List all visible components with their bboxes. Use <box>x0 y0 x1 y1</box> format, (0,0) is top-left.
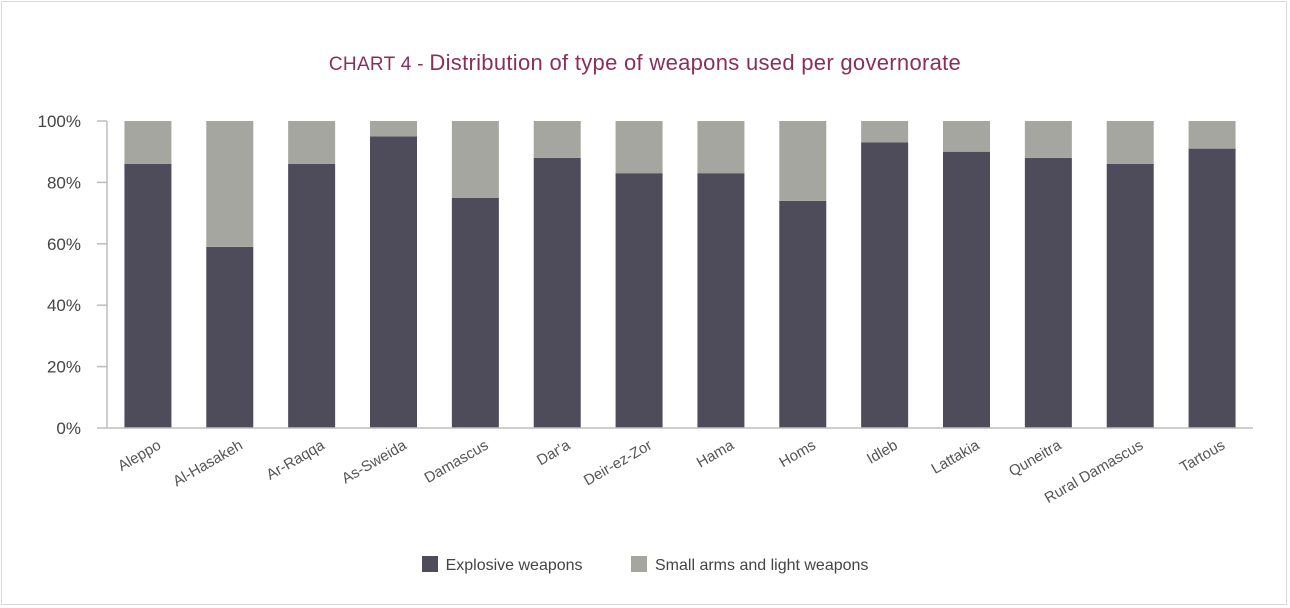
x-category-label: As-Sweida <box>339 436 410 487</box>
bar-small-arms <box>697 121 745 174</box>
chart-title-prefix: CHART 4 - <box>328 54 430 75</box>
bar-small-arms <box>943 121 990 152</box>
legend-item-explosive: Explosive weapons <box>421 556 583 575</box>
y-tick-label: 20% <box>47 358 81 377</box>
bar-explosive <box>451 197 499 428</box>
x-category-label: Dar'a <box>534 436 574 469</box>
x-category-label: Aleppo <box>115 437 164 475</box>
bar-small-arms <box>1188 121 1236 149</box>
bar-explosive <box>943 151 990 428</box>
bar-small-arms <box>124 121 172 164</box>
bar-small-arms <box>288 121 336 164</box>
y-tick-label: 60% <box>47 235 81 254</box>
bar-explosive <box>288 163 336 429</box>
y-tick-label: 0% <box>56 419 81 438</box>
bar-small-arms <box>615 121 663 174</box>
bar-explosive <box>370 136 417 428</box>
y-tick-label: 80% <box>47 173 81 192</box>
bar-explosive <box>1188 148 1236 428</box>
chart-title-main: Distribution of type of weapons used per… <box>429 50 962 75</box>
bar-explosive <box>615 173 663 428</box>
bar-explosive <box>779 200 827 428</box>
bar-small-arms <box>1106 121 1154 164</box>
bar-small-arms <box>1024 121 1072 158</box>
bar-explosive <box>1106 163 1154 429</box>
legend-label-explosive: Explosive weapons <box>445 557 583 574</box>
legend-label-small-arms: Small arms and light weapons <box>654 557 869 574</box>
x-category-label: Quneitra <box>1006 436 1065 480</box>
y-tick-label: 40% <box>47 296 81 315</box>
bar-small-arms <box>779 121 827 201</box>
chart-title: CHART 4 - Distribution of type of weapon… <box>0 50 1290 76</box>
legend-swatch-explosive <box>421 556 438 572</box>
bar-small-arms <box>370 121 417 137</box>
x-category-label: Idleb <box>864 437 901 468</box>
bar-small-arms <box>451 121 499 198</box>
x-category-label: Tartous <box>1177 437 1228 476</box>
y-tick-label: 100% <box>38 112 81 131</box>
legend-swatch-small-arms <box>630 556 647 572</box>
x-category-label: Deir-ez-Zor <box>581 437 655 490</box>
bar-explosive <box>861 142 909 429</box>
x-category-label: Lattakia <box>928 436 983 477</box>
x-category-label: Ar-Raqqa <box>264 436 329 483</box>
bar-explosive <box>206 246 254 428</box>
x-category-label: Homs <box>776 437 818 471</box>
x-category-label: Hama <box>694 436 738 471</box>
x-category-label: Al-Hasakeh <box>170 437 246 490</box>
bar-small-arms <box>533 121 581 158</box>
x-category-label: Damascus <box>421 437 491 487</box>
bar-explosive <box>1024 157 1072 428</box>
bar-small-arms <box>206 121 254 247</box>
chart-legend: Explosive weapons Small arms and light w… <box>0 556 1290 575</box>
bar-explosive <box>697 173 745 428</box>
legend-item-small-arms: Small arms and light weapons <box>630 556 869 575</box>
bar-small-arms <box>861 121 909 143</box>
bar-explosive <box>533 157 581 428</box>
bar-explosive <box>124 163 172 429</box>
